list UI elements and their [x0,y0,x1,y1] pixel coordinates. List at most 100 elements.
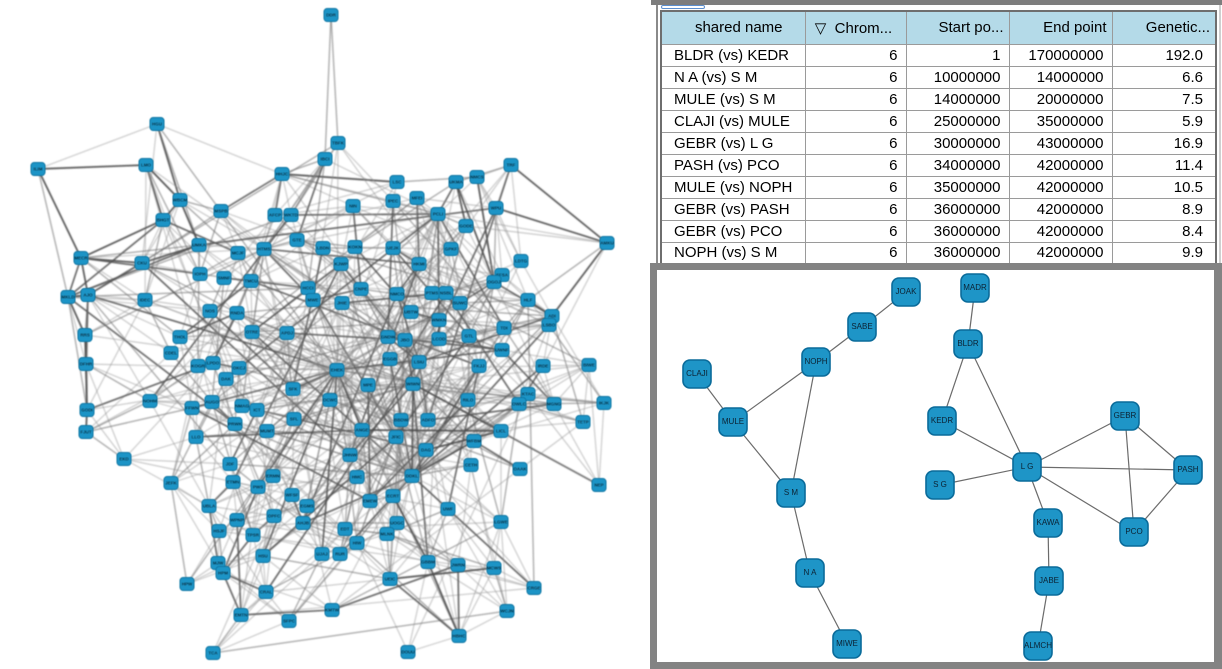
svg-text:WFBM: WFBM [467,439,481,444]
svg-text:ILIM: ILIM [34,167,43,172]
svg-text:LMO: LMO [141,163,151,168]
svg-text:LGWE: LGWE [494,520,508,525]
svg-text:LLO: LLO [192,435,201,440]
svg-text:OTRE: OTRE [246,330,259,335]
svg-text:EHEK: EHEK [331,368,344,373]
svg-text:GTL: GTL [465,334,474,339]
svg-text:RNDA: RNDA [231,311,245,316]
svg-text:JDF: JDF [226,462,235,467]
svg-text:S G: S G [933,480,947,489]
svg-text:MLNK: MLNK [381,532,395,537]
svg-text:CETH: CETH [465,463,477,468]
svg-text:HIW: HIW [353,541,363,546]
svg-text:WPNP: WPNP [230,518,244,523]
svg-text:PCLI: PCLI [433,212,443,217]
svg-text:NMCS: NMCS [470,175,483,180]
svg-text:MUMT: MUMT [260,429,274,434]
svg-text:BIWE: BIWE [583,363,595,368]
svg-text:IOPH: IOPH [194,272,205,277]
svg-text:LSC: LSC [393,180,403,185]
svg-text:HTMS: HTMS [258,247,271,252]
svg-text:GPKF: GPKF [445,247,458,252]
svg-text:JHIE: JHIE [337,301,347,306]
svg-text:TDI: TDI [500,326,507,331]
svg-text:HKMI: HKMI [413,262,425,267]
svg-text:CDEL: CDEL [165,351,178,356]
svg-text:TBFK: TBFK [332,141,345,146]
svg-text:DOUU: DOUU [401,650,414,655]
svg-text:ADFO: ADFO [422,418,435,423]
svg-text:HBHC: HBHC [453,634,467,639]
svg-text:IPEC: IPEC [388,199,399,204]
svg-text:KTAC: KTAC [522,392,535,397]
svg-text:NMAG: NMAG [235,404,249,409]
svg-text:NSBL: NSBL [440,291,453,296]
svg-text:WMKN: WMKN [432,318,447,323]
svg-text:FJUT: FJUT [80,430,92,435]
svg-text:DAK: DAK [221,377,231,382]
svg-text:NMCO: NMCO [390,292,404,297]
svg-text:ECRT: ECRT [387,494,400,499]
svg-text:RUR: RUR [335,552,345,557]
svg-text:UJAJ: UJAJ [316,552,328,557]
svg-text:GTE: GTE [292,238,301,243]
svg-text:WBCM: WBCM [173,198,188,203]
svg-text:DFHR: DFHR [80,362,93,367]
svg-text:MFEI: MFEI [412,196,423,201]
svg-text:KAWA: KAWA [1037,518,1061,527]
svg-text:SUWC: SUWC [453,301,467,306]
svg-text:NEP: NEP [594,483,603,488]
svg-text:GODE: GODE [459,224,472,229]
svg-text:MGNG: MGNG [547,402,561,407]
svg-text:EKD: EKD [119,457,129,462]
svg-text:DDR: DDR [326,13,336,18]
svg-text:IRDE: IRDE [538,364,549,369]
svg-text:CNPE: CNPE [355,287,368,292]
svg-text:EGMS: EGMS [300,504,313,509]
svg-text:WPU: WPU [491,206,502,211]
svg-text:PCO: PCO [1125,527,1142,536]
svg-text:HMC: HMC [352,475,363,480]
svg-text:PTMS: PTMS [426,291,439,296]
svg-text:EMTN: EMTN [235,613,248,618]
svg-text:KOGR: KOGR [191,364,205,369]
svg-text:WFSF: WFSF [286,493,299,498]
svg-text:IKJK: IKJK [599,401,610,406]
svg-text:KOKN: KOKN [348,245,361,250]
svg-text:OPFC: OPFC [268,514,281,519]
svg-text:WIWN: WIWN [407,382,420,387]
svg-text:CRAL: CRAL [260,590,273,595]
svg-text:LSBO: LSBO [543,323,556,328]
svg-text:HGU: HGU [152,122,162,127]
svg-text:DAG: DAG [421,448,431,453]
svg-text:ALMCH: ALMCH [1024,641,1052,650]
svg-text:MADR: MADR [963,283,987,292]
svg-text:SFSA: SFSA [496,273,509,278]
svg-text:WKTD: WKTD [284,213,298,218]
svg-text:MULE: MULE [722,417,744,426]
svg-text:BHGT: BHGT [157,218,170,223]
svg-text:GODI: GODI [81,408,93,413]
svg-text:JFIC: JFIC [391,435,402,440]
svg-text:UWF: UWF [443,507,453,512]
svg-text:UEJK: UEJK [387,246,400,251]
svg-text:HSJF: HSJF [213,529,225,534]
svg-text:HCCI: HCCI [303,286,314,291]
svg-text:MSPB: MSPB [214,209,228,214]
svg-text:TRF: TRF [507,163,516,168]
svg-text:UEIC: UEIC [385,577,397,582]
svg-text:AHJB: AHJB [297,521,310,526]
svg-text:LBDN: LBDN [317,246,330,251]
svg-text:JEFK: JEFK [165,481,177,486]
svg-text:NIN: NIN [349,204,357,209]
svg-text:ICT: ICT [253,408,261,413]
svg-text:EDT: EDT [341,527,350,532]
svg-text:SABE: SABE [851,322,872,331]
svg-text:KEDR: KEDR [931,416,953,425]
svg-text:RRS: RRS [80,333,90,338]
svg-text:GNDW: GNDW [381,335,396,340]
svg-text:HLF: HLF [524,298,533,303]
svg-text:CRGE: CRGE [527,586,540,591]
svg-text:HPW: HPW [182,582,193,587]
svg-text:JHNW: JHNW [343,453,357,458]
